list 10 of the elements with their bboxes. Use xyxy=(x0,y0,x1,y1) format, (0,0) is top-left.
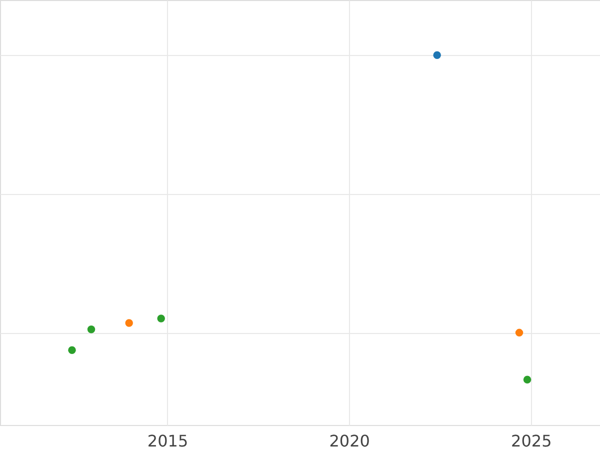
x-tick-label: 2015 xyxy=(147,432,188,450)
x-tick-label: 2020 xyxy=(329,432,370,450)
point xyxy=(68,346,76,354)
point xyxy=(125,319,133,327)
point xyxy=(157,314,165,322)
point xyxy=(433,51,441,60)
x-tick-label: 2025 xyxy=(511,432,552,450)
point xyxy=(87,325,96,334)
point xyxy=(515,328,524,337)
point xyxy=(523,376,532,384)
